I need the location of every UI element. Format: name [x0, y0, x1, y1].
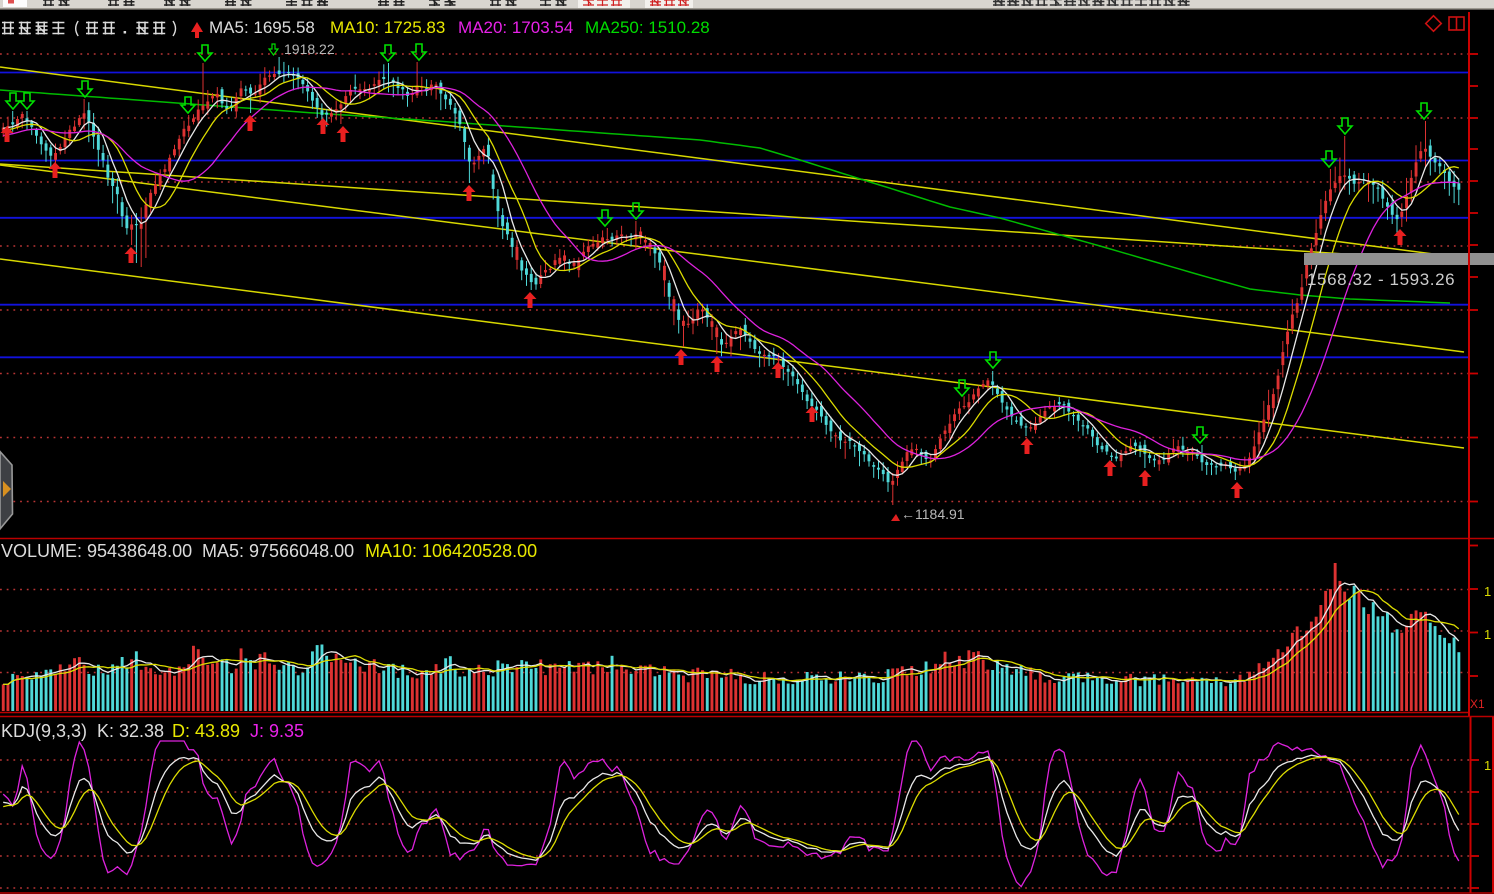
svg-text:1: 1: [1484, 758, 1491, 773]
svg-text:MA10: 1725.83: MA10: 1725.83: [330, 18, 445, 37]
svg-text:1: 1: [1484, 584, 1491, 599]
svg-text:1: 1: [1484, 627, 1491, 642]
svg-text:MA5: 97566048.00: MA5: 97566048.00: [202, 541, 354, 561]
svg-text:1918.22: 1918.22: [284, 41, 335, 57]
svg-text:1568.32 - 1593.26: 1568.32 - 1593.26: [1307, 270, 1455, 289]
svg-text:MA20: 1703.54: MA20: 1703.54: [458, 18, 573, 37]
svg-text:J: 9.35: J: 9.35: [250, 721, 304, 741]
svg-text:MA5: 1695.58: MA5: 1695.58: [209, 18, 315, 37]
svg-text:←1184.91: ←1184.91: [901, 506, 965, 522]
svg-text:MA250: 1510.28: MA250: 1510.28: [585, 18, 710, 37]
svg-text:VOLUME: 95438648.00: VOLUME: 95438648.00: [1, 541, 192, 561]
svg-text:KDJ(9,3,3): KDJ(9,3,3): [1, 721, 87, 741]
svg-text:MA10: 106420528.00: MA10: 106420528.00: [365, 541, 537, 561]
svg-text:X1: X1: [1470, 697, 1485, 711]
svg-text:D: 43.89: D: 43.89: [172, 721, 240, 741]
svg-text:K: 32.38: K: 32.38: [97, 721, 164, 741]
